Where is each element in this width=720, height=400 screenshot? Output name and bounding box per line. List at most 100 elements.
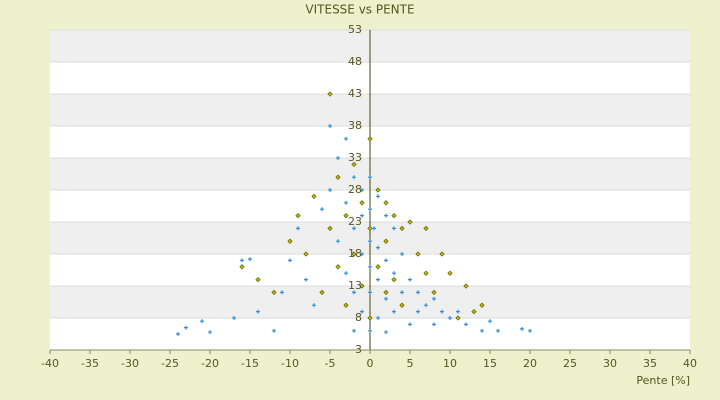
point (343, 302, 349, 308)
point (319, 289, 325, 296)
point (496, 328, 500, 333)
point (383, 238, 389, 244)
point (367, 136, 373, 142)
y-tick-label: 3 (355, 343, 362, 356)
point (488, 319, 492, 324)
point (360, 309, 364, 314)
point (392, 226, 396, 231)
point (464, 322, 468, 327)
point (176, 332, 180, 336)
point (423, 225, 429, 232)
point (208, 330, 212, 335)
point (520, 326, 524, 331)
point (440, 309, 444, 314)
point (335, 174, 341, 180)
point (359, 200, 365, 206)
point (392, 309, 396, 314)
x-tick-label: 15 (483, 357, 497, 370)
point (351, 161, 357, 168)
point (408, 322, 412, 327)
point (368, 207, 372, 212)
point (447, 270, 453, 276)
point (351, 251, 357, 257)
point (360, 213, 364, 218)
y-tick-label: 38 (348, 119, 362, 132)
y-tick-label: 13 (348, 279, 362, 292)
point (400, 252, 404, 256)
point (271, 289, 277, 296)
point (303, 251, 309, 257)
point (272, 328, 276, 333)
point (416, 309, 420, 314)
point (368, 328, 372, 333)
x-tick-label: -10 (281, 357, 299, 370)
x-tick-label: -30 (121, 357, 139, 370)
point (352, 226, 356, 231)
point (327, 225, 333, 232)
point (432, 322, 436, 327)
y-tick-label: 28 (348, 183, 362, 196)
y-tick-label: 23 (348, 215, 362, 228)
x-tick-label: 40 (683, 357, 697, 370)
point (336, 156, 340, 160)
point (372, 226, 376, 231)
point (480, 328, 484, 333)
point (360, 188, 364, 192)
point (287, 238, 293, 244)
point (416, 290, 420, 295)
x-tick-label: -25 (161, 357, 179, 370)
point (424, 303, 428, 308)
point (343, 212, 349, 219)
point (471, 308, 477, 315)
point (375, 264, 381, 270)
x-tick-label: 35 (643, 357, 657, 370)
y-tick-label: 33 (348, 151, 362, 164)
point (240, 258, 244, 263)
point (360, 252, 364, 256)
point (376, 245, 380, 250)
point (344, 200, 348, 205)
point (328, 124, 332, 128)
point (327, 91, 333, 97)
point (376, 316, 380, 320)
point (448, 316, 452, 320)
y-tick-label: 18 (348, 247, 362, 260)
point (528, 328, 532, 333)
point (392, 271, 396, 276)
point (311, 193, 317, 200)
point (344, 136, 348, 141)
y-tick-label: 43 (348, 87, 362, 100)
point (367, 315, 373, 321)
point (368, 290, 372, 295)
point (376, 194, 380, 199)
point (408, 277, 412, 282)
point (368, 239, 372, 244)
point (239, 264, 245, 270)
point (368, 264, 372, 269)
y-tick-label: 48 (348, 55, 362, 68)
point (456, 309, 460, 314)
point (184, 325, 188, 330)
point (400, 290, 404, 295)
x-tick-label: -35 (81, 357, 99, 370)
x-tick-label: 0 (367, 357, 374, 370)
point (256, 309, 260, 314)
point (328, 188, 332, 192)
x-tick-label: 30 (603, 357, 617, 370)
point (200, 319, 204, 324)
point (439, 251, 445, 257)
point (335, 264, 341, 270)
x-tick-label: 20 (523, 357, 537, 370)
point (384, 296, 388, 301)
x-tick-label: -5 (325, 357, 336, 370)
point (431, 289, 437, 296)
point (376, 277, 380, 282)
x-axis-label: Pente [%] (636, 374, 690, 387)
point (391, 276, 397, 283)
point (359, 283, 365, 289)
point (232, 316, 236, 320)
point (384, 213, 388, 218)
x-tick-label: -40 (41, 357, 59, 370)
